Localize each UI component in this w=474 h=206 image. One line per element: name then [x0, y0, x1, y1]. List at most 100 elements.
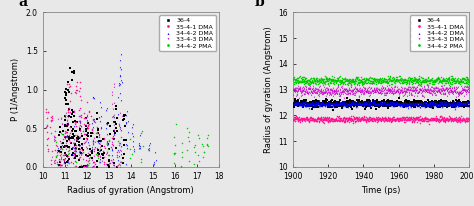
Point	[434, 76, 442, 79]
Point	[307, 80, 315, 84]
Point	[448, 103, 456, 106]
Point	[361, 87, 369, 91]
Point	[377, 117, 385, 121]
Point	[405, 77, 412, 80]
Point	[378, 91, 386, 94]
Point	[403, 104, 411, 107]
Point	[458, 101, 466, 105]
Point	[320, 101, 328, 105]
Point	[310, 116, 317, 120]
Point	[321, 115, 328, 119]
Point	[73, 138, 81, 141]
Point	[465, 85, 473, 88]
Point	[424, 85, 432, 89]
Point	[191, 163, 198, 166]
Point	[393, 80, 401, 83]
Point	[407, 76, 414, 80]
Point	[84, 151, 92, 154]
Point	[432, 78, 439, 82]
Point	[117, 164, 124, 167]
Point	[457, 92, 465, 95]
Point	[357, 118, 365, 121]
Point	[87, 148, 94, 151]
Point	[362, 101, 370, 105]
Point	[409, 89, 417, 92]
Point	[93, 117, 100, 121]
Point	[403, 89, 410, 92]
Point	[456, 92, 463, 95]
Point	[339, 82, 346, 85]
Point	[328, 117, 336, 121]
Point	[384, 115, 392, 118]
Point	[312, 120, 320, 123]
Point	[396, 117, 404, 120]
Point	[441, 87, 449, 91]
Point	[85, 124, 92, 127]
Point	[303, 104, 310, 107]
Point	[294, 104, 302, 108]
Point	[43, 125, 51, 128]
Point	[54, 149, 61, 152]
Point	[379, 78, 386, 81]
Point	[75, 126, 82, 129]
Point	[452, 105, 459, 108]
Point	[311, 104, 319, 107]
Point	[356, 119, 364, 123]
Point	[399, 116, 406, 119]
Point	[343, 89, 350, 92]
Point	[72, 146, 79, 149]
Point	[350, 87, 358, 91]
Point	[382, 118, 389, 121]
Point	[89, 121, 96, 125]
Point	[76, 120, 84, 123]
Point	[62, 153, 70, 156]
Point	[344, 79, 351, 82]
Point	[430, 118, 438, 121]
Point	[297, 104, 304, 107]
Point	[455, 100, 462, 103]
Point	[82, 140, 90, 143]
Point	[397, 78, 405, 82]
Point	[465, 79, 473, 83]
Point	[73, 80, 81, 84]
Point	[309, 88, 316, 91]
Point	[422, 79, 430, 82]
Point	[401, 101, 409, 105]
Point	[403, 91, 411, 94]
Point	[411, 102, 419, 105]
Point	[407, 117, 415, 120]
Point	[400, 104, 407, 107]
Point	[415, 102, 422, 105]
Point	[451, 107, 459, 110]
Point	[44, 143, 51, 147]
Point	[342, 116, 350, 119]
Point	[335, 85, 342, 88]
Point	[357, 102, 365, 105]
Point	[341, 117, 349, 121]
Point	[416, 103, 424, 106]
Point	[386, 100, 394, 103]
Point	[398, 104, 406, 107]
Point	[332, 91, 340, 94]
Point	[456, 104, 463, 107]
Point	[426, 88, 434, 91]
Point	[438, 80, 445, 83]
Point	[357, 103, 365, 107]
Point	[437, 104, 444, 108]
Point	[440, 99, 447, 103]
Point	[379, 79, 387, 82]
Point	[458, 86, 465, 89]
Point	[56, 153, 64, 157]
Point	[305, 103, 312, 106]
Point	[50, 134, 58, 137]
Point	[63, 115, 71, 118]
Point	[305, 87, 313, 90]
Point	[95, 149, 102, 152]
Point	[62, 154, 69, 157]
Point	[430, 117, 438, 121]
Point	[348, 100, 356, 103]
Point	[304, 102, 311, 106]
Point	[60, 129, 67, 132]
Point	[375, 116, 383, 119]
Point	[123, 146, 131, 149]
